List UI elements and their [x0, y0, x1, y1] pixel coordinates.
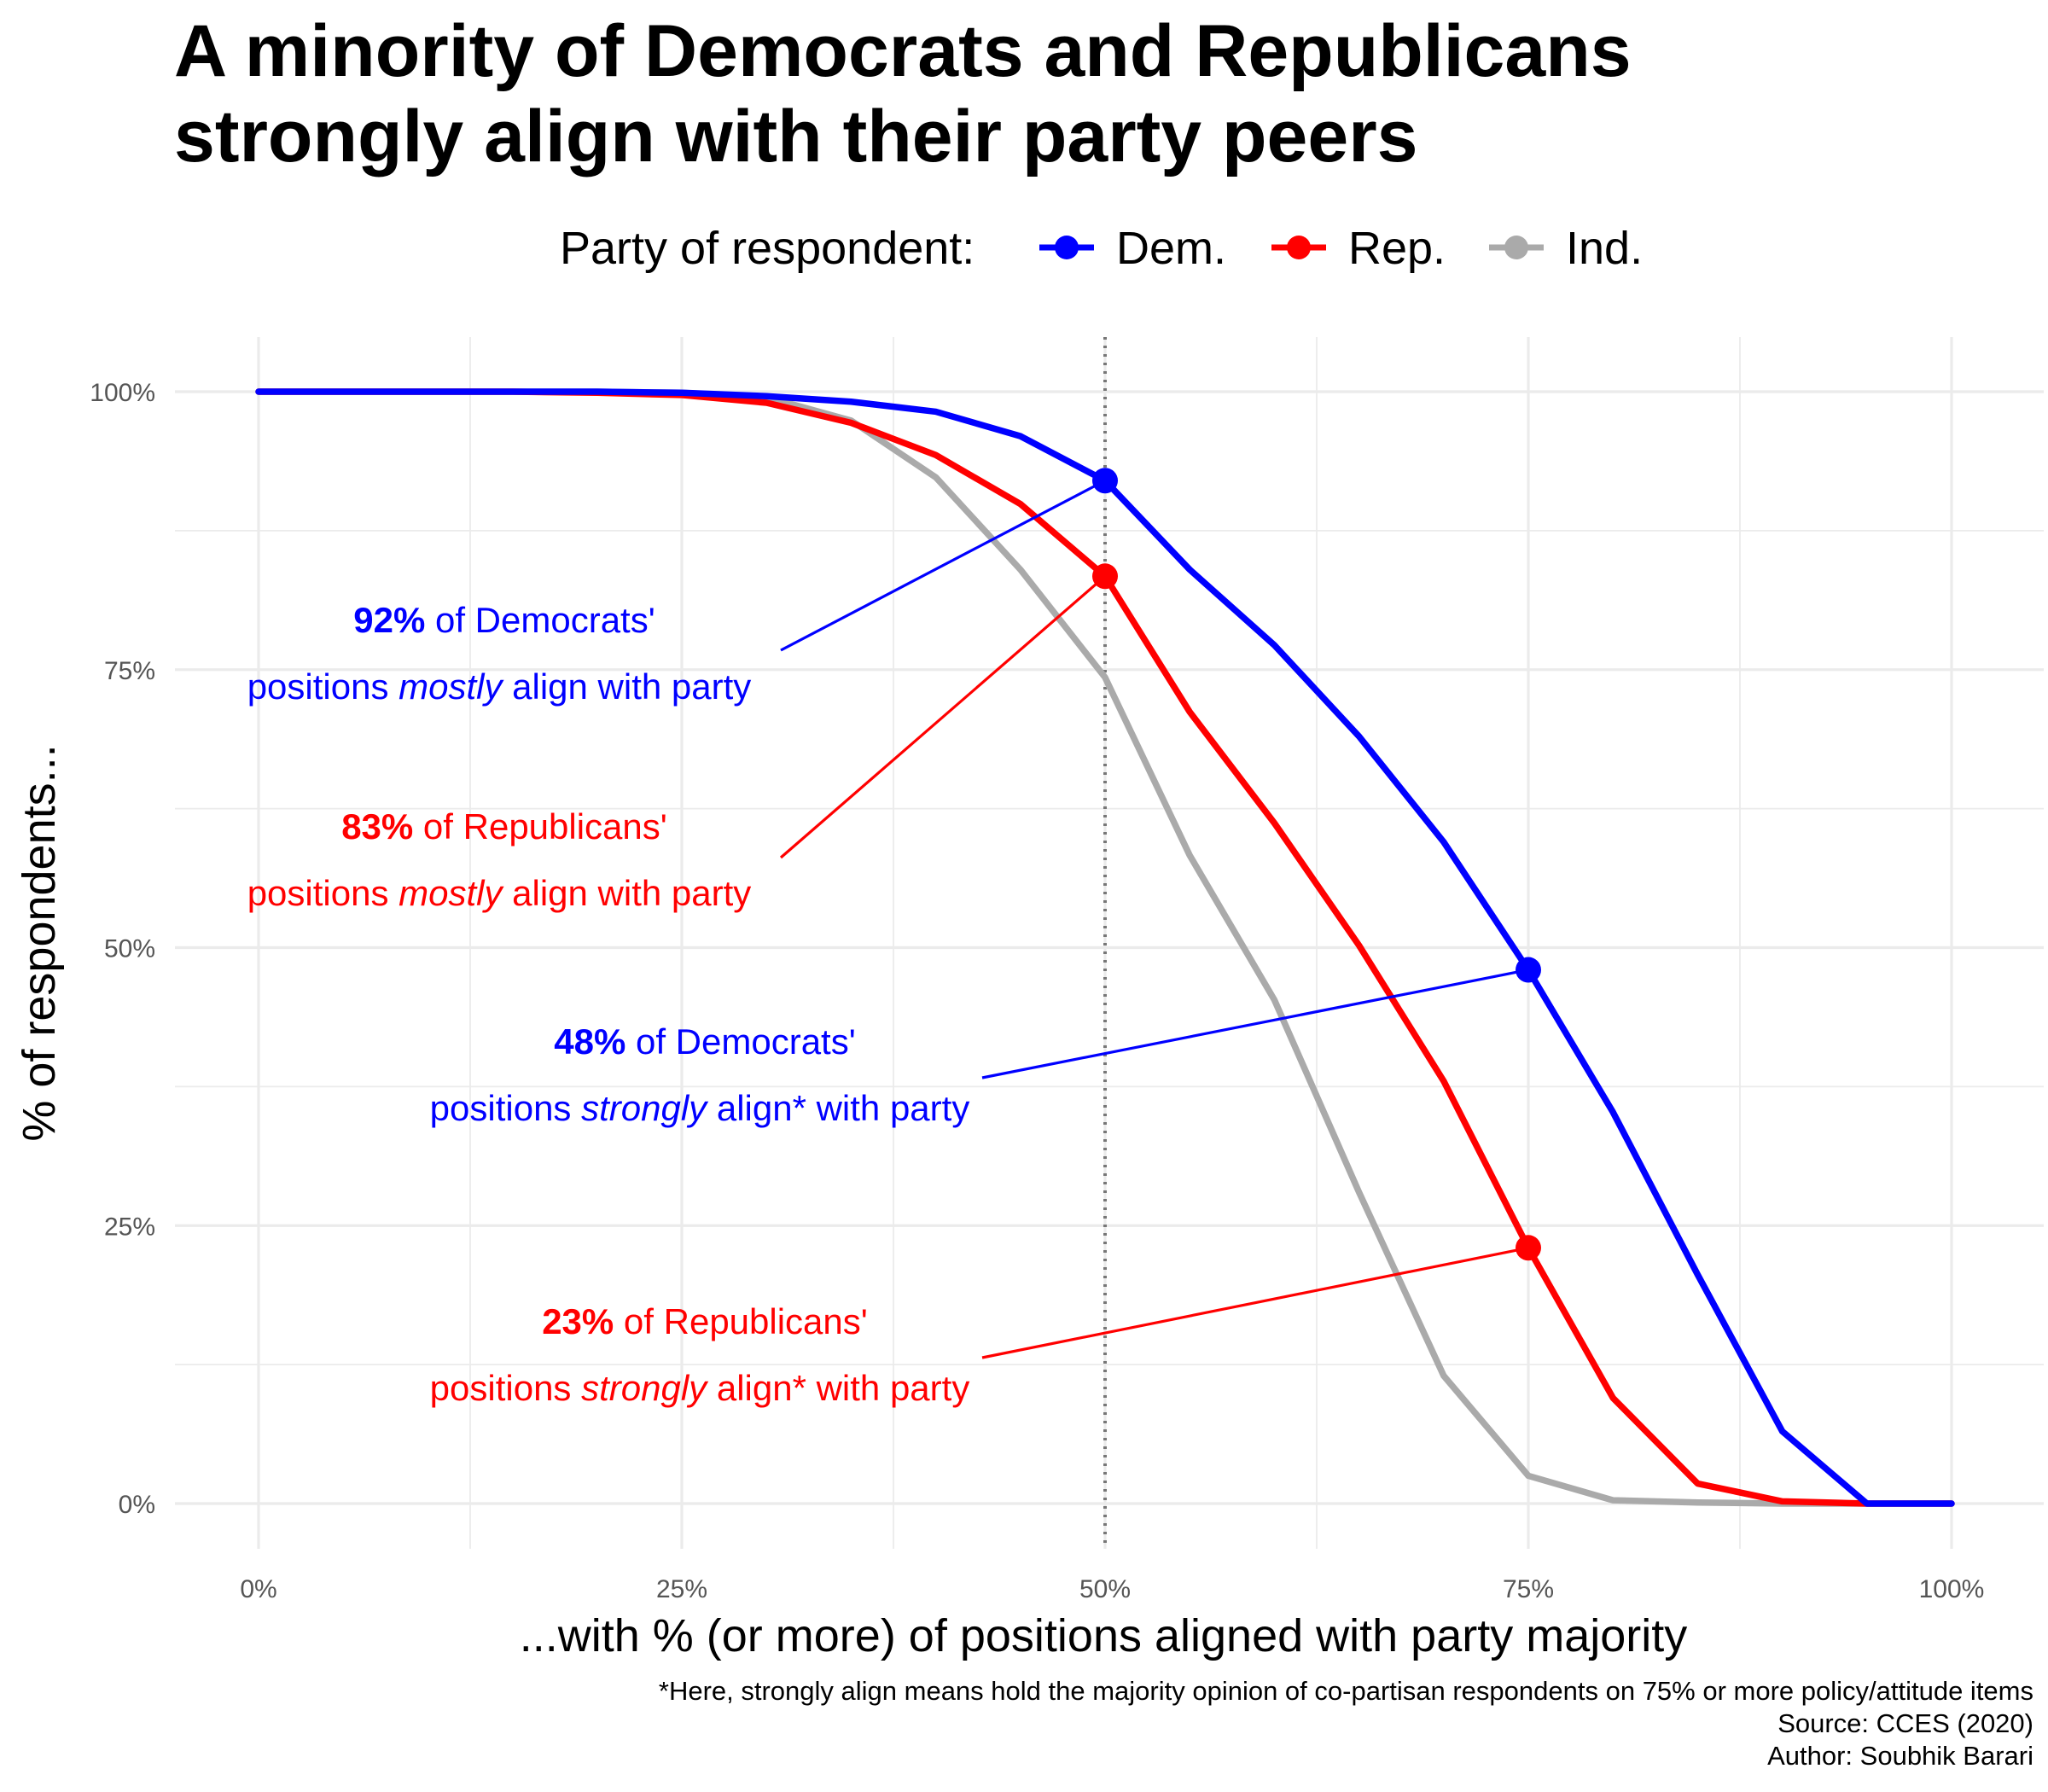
annotation-line-2: positions mostly align with party — [247, 666, 752, 707]
highlight-point-dem — [1516, 957, 1541, 983]
y-tick-labels: 0% 25% 50% 75% 100% — [90, 379, 155, 1519]
annotation-text: align* with party — [707, 1088, 969, 1128]
highlight-point-rep — [1092, 563, 1118, 590]
x-tick-label: 100% — [1919, 1575, 1985, 1603]
y-tick-label: 50% — [104, 935, 155, 963]
annotation-line-2: positions strongly align* with party — [430, 1088, 970, 1128]
x-tick-label: 25% — [656, 1575, 707, 1603]
legend-title: Party of respondent: — [560, 223, 975, 274]
chart-title: A minority of Democrats and Republicans … — [174, 10, 1632, 177]
y-tick-label: 75% — [104, 657, 155, 685]
legend: Party of respondent: Dem. Rep. Ind. — [560, 223, 1643, 274]
annotation-emphasis: mostly — [399, 873, 504, 913]
x-tick-label: 75% — [1503, 1575, 1554, 1603]
legend-key-dot-dem — [1055, 236, 1079, 259]
y-tick-label: 25% — [104, 1213, 155, 1241]
annotation-subject: of Democrats' — [425, 600, 655, 640]
annotation-percent: 83% — [341, 806, 413, 847]
y-tick-label: 0% — [119, 1491, 155, 1519]
annotation-4: 23% of Republicans' positions strongly al… — [430, 1301, 970, 1408]
legend-item-dem: Dem. — [1039, 223, 1226, 274]
legend-key-dot-rep — [1287, 236, 1311, 259]
y-tick-label: 100% — [90, 379, 155, 407]
annotation-line-2: positions strongly align* with party — [430, 1368, 970, 1408]
legend-label-rep: Rep. — [1348, 223, 1446, 274]
annotation-line-1: 83% of Republicans' — [341, 806, 667, 847]
annotation-leader-line — [981, 1246, 1529, 1359]
legend-item-ind: Ind. — [1489, 223, 1643, 274]
chart-title-line-2: strongly align with their party peers — [174, 96, 1418, 177]
annotation-percent: 23% — [542, 1301, 614, 1341]
annotation-3: 48% of Democrats' positions strongly alig… — [430, 1021, 970, 1128]
annotation-1: 92% of Democrats' positions mostly align … — [247, 600, 752, 707]
annotations: 92% of Democrats' positions mostly align … — [247, 600, 970, 1408]
annotation-percent: 48% — [554, 1021, 625, 1062]
x-tick-label: 50% — [1079, 1575, 1131, 1603]
annotation-line-1: 92% of Democrats' — [353, 600, 655, 640]
highlight-point-rep — [1516, 1235, 1541, 1261]
annotation-line-1: 23% of Republicans' — [542, 1301, 868, 1341]
annotation-text: positions — [430, 1368, 581, 1408]
annotation-text: align* with party — [707, 1368, 969, 1408]
caption: *Here, strongly align means hold the maj… — [659, 1676, 2033, 1771]
legend-item-rep: Rep. — [1271, 223, 1446, 274]
annotation-emphasis: strongly — [581, 1088, 709, 1128]
y-axis-title: % of respondents... — [14, 744, 65, 1141]
highlight-point-dem — [1092, 468, 1118, 494]
caption-source: Source: CCES (2020) — [1777, 1708, 2033, 1738]
annotation-percent: 92% — [353, 600, 425, 640]
annotation-subject: of Republicans' — [614, 1301, 868, 1341]
x-tick-label: 0% — [240, 1575, 276, 1603]
annotation-subject: of Republicans' — [413, 806, 667, 847]
highlight-points — [1092, 468, 1541, 1261]
annotation-text: align with party — [502, 873, 751, 913]
annotation-leader-lines — [779, 479, 1529, 1359]
x-tick-labels: 0% 25% 50% 75% 100% — [240, 1575, 1984, 1603]
legend-key-dot-ind — [1504, 236, 1528, 259]
annotation-leader-line — [780, 479, 1106, 652]
chart-title-line-1: A minority of Democrats and Republicans — [174, 10, 1632, 92]
annotation-emphasis: mostly — [399, 666, 504, 707]
annotation-line-2: positions mostly align with party — [247, 873, 752, 913]
annotation-text: positions — [247, 873, 399, 913]
annotation-line-1: 48% of Democrats' — [554, 1021, 856, 1062]
x-axis-title: ...with % (or more) of positions aligned… — [520, 1610, 1688, 1661]
annotation-text: positions — [430, 1088, 581, 1128]
annotation-text: align with party — [502, 666, 751, 707]
annotation-emphasis: strongly — [581, 1368, 709, 1408]
annotation-subject: of Democrats' — [625, 1021, 855, 1062]
legend-label-ind: Ind. — [1566, 223, 1643, 274]
annotation-text: positions — [247, 666, 399, 707]
gridlines — [175, 337, 2044, 1549]
caption-author: Author: Soubhik Barari — [1767, 1741, 2033, 1771]
annotation-2: 83% of Republicans' positions mostly alig… — [247, 806, 752, 913]
caption-footnote: *Here, strongly align means hold the maj… — [659, 1676, 2033, 1706]
annotation-leader-line — [981, 968, 1529, 1079]
annotation-leader-line — [779, 575, 1107, 859]
legend-label-dem: Dem. — [1116, 223, 1226, 274]
